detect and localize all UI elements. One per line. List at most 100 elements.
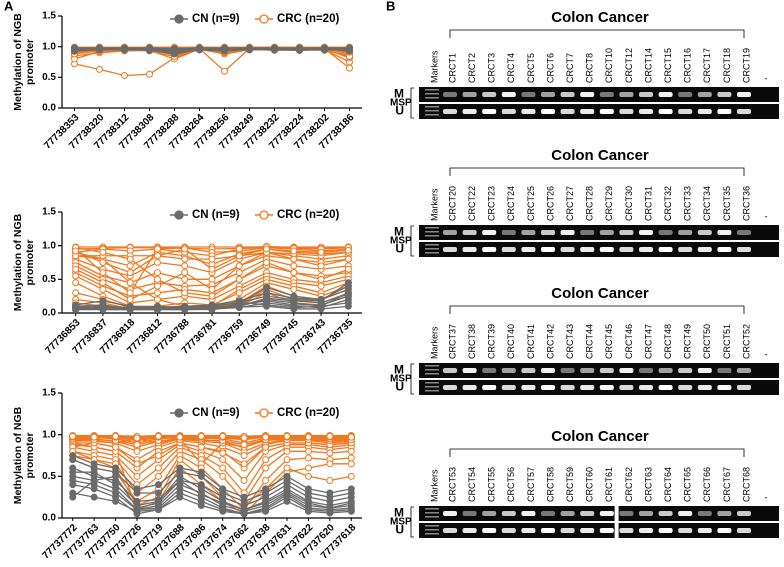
data-point (263, 283, 271, 291)
lane-label: CRCT43 (565, 324, 575, 359)
marker-band (425, 386, 439, 388)
lane-label: CRCT65 (683, 467, 693, 502)
band (462, 385, 477, 390)
lane-label: CRCT31 (643, 186, 653, 221)
data-point (283, 447, 291, 455)
data-point (240, 434, 248, 442)
data-point (346, 45, 353, 53)
data-point (347, 460, 355, 468)
data-point (326, 449, 334, 457)
data-point (262, 477, 270, 484)
data-point (290, 269, 298, 277)
data-point (347, 472, 355, 480)
gel-title: Colon Cancer (551, 428, 649, 445)
data-point (283, 456, 291, 464)
band (501, 528, 516, 533)
data-point (290, 262, 298, 270)
data-point (304, 499, 312, 507)
gel-gap (614, 523, 619, 538)
data-point (219, 449, 227, 457)
lane-label: CRCT34 (702, 186, 712, 221)
lane-label: CRCT54 (467, 467, 477, 502)
data-point (219, 432, 227, 440)
data-point (304, 485, 312, 493)
band (501, 385, 516, 390)
data-point (126, 269, 134, 277)
lane-label: CRCT1 (447, 53, 457, 83)
data-point (271, 45, 278, 53)
marker-band (425, 373, 439, 375)
band (501, 511, 516, 516)
method-label: MSP (390, 374, 412, 385)
data-point (219, 499, 227, 507)
series-line (72, 454, 352, 498)
data-point (262, 485, 270, 493)
series-line (72, 471, 352, 511)
band (560, 92, 575, 97)
band (443, 92, 457, 97)
lane-label: CRCT62 (624, 467, 634, 502)
lane-label: CRCT27 (565, 186, 575, 221)
band (521, 385, 536, 390)
band (521, 230, 536, 235)
band (443, 109, 457, 114)
lane-label: CRCT18 (722, 48, 732, 83)
band (737, 92, 751, 97)
data-point (262, 507, 270, 515)
method-label: MSP (390, 98, 412, 109)
y-tick-label: 1.0 (42, 41, 56, 52)
data-point (154, 472, 162, 480)
gel (419, 506, 779, 521)
marker-band (425, 525, 439, 527)
data-point (317, 248, 325, 256)
data-point (219, 507, 227, 515)
marker-band (425, 227, 439, 229)
band (697, 109, 712, 114)
data-point (181, 275, 189, 283)
data-point (347, 447, 355, 455)
band (462, 109, 477, 114)
data-point (112, 432, 120, 440)
band (619, 92, 634, 97)
band (717, 528, 732, 533)
band (678, 385, 693, 390)
data-point (263, 294, 271, 302)
data-point (112, 497, 120, 505)
band (599, 368, 614, 373)
data-point (219, 485, 227, 493)
series-line (72, 475, 352, 511)
data-point (290, 255, 298, 263)
lane-bracket (449, 448, 745, 457)
gel (419, 242, 779, 257)
y-axis-title: Methylation of NGBpromoter (12, 13, 36, 111)
lane-label: CRCT56 (506, 467, 516, 502)
gel (419, 225, 779, 240)
data-point (153, 289, 161, 297)
data-point (154, 432, 162, 440)
band (639, 511, 653, 516)
data-point (283, 432, 291, 440)
band (560, 511, 575, 516)
data-point (290, 285, 298, 293)
marker-band (425, 89, 439, 91)
data-point (208, 265, 216, 273)
legend-marker (174, 408, 184, 418)
row-label: U (395, 523, 404, 537)
marker-band (425, 508, 439, 510)
series-line (72, 438, 352, 465)
data-point (133, 504, 141, 512)
legend-label: CN (n=9) (192, 209, 240, 221)
lane-label: CRCT30 (624, 186, 634, 221)
marker-band (425, 248, 439, 250)
data-point (72, 247, 80, 255)
data-point (72, 279, 80, 287)
band (658, 247, 673, 252)
markers-label: Markers (429, 469, 439, 502)
data-point (99, 259, 107, 266)
data-point (290, 305, 298, 313)
lane-label: CRCT14 (643, 48, 653, 83)
data-point (262, 499, 270, 507)
band (599, 92, 614, 97)
band (462, 511, 477, 516)
gel-title: Colon Cancer (551, 147, 649, 164)
